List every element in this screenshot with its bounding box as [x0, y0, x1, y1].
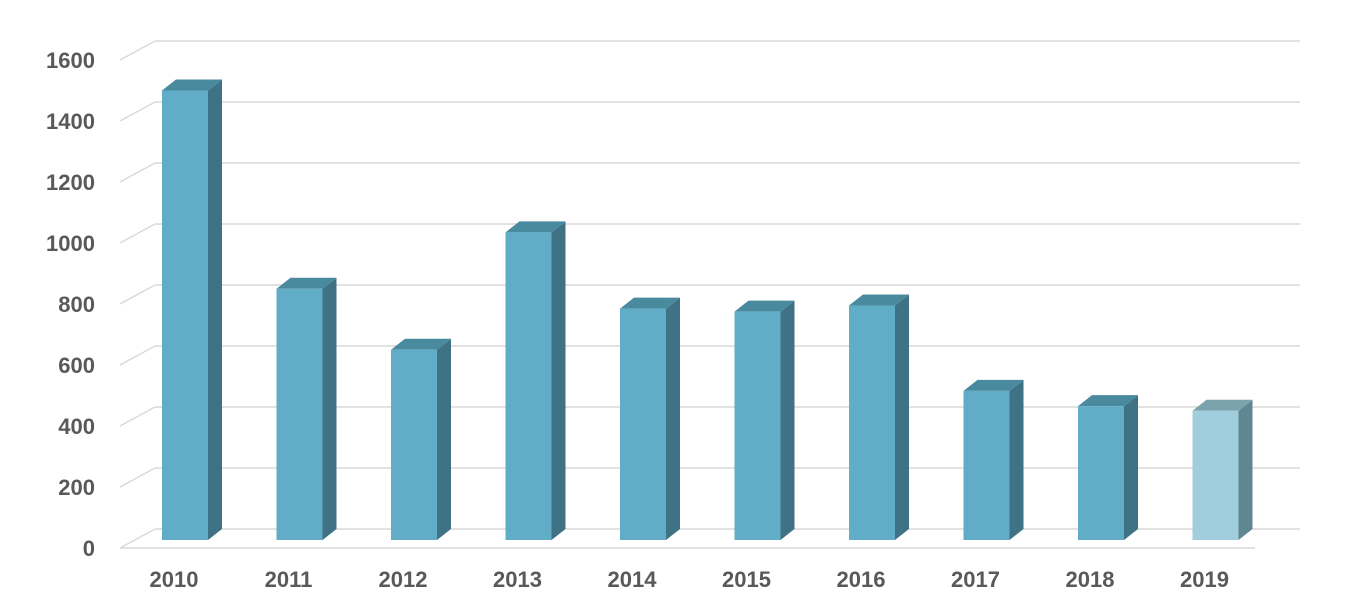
gridline — [119, 345, 1300, 366]
bar-top — [505, 221, 566, 233]
bar-side — [666, 297, 680, 540]
bar-2013 — [505, 221, 566, 540]
y-tick-label: 0 — [83, 536, 95, 561]
gridline — [119, 284, 1300, 305]
bar-front — [1192, 410, 1239, 540]
bar-2012 — [391, 338, 451, 540]
y-tick-label: 600 — [58, 353, 95, 378]
gridlines — [119, 40, 1300, 549]
bar-2014 — [620, 297, 680, 540]
x-tick-label: 2013 — [493, 567, 542, 592]
x-tick-label: 2018 — [1066, 567, 1115, 592]
y-tick-label: 200 — [58, 475, 95, 500]
y-tick-label: 1600 — [46, 48, 95, 73]
x-tick-label: 2012 — [379, 567, 428, 592]
x-tick-label: 2010 — [150, 567, 199, 592]
x-tick-label: 2011 — [265, 567, 313, 592]
bar-top — [276, 277, 337, 289]
bar-side — [208, 79, 222, 540]
gridline — [119, 162, 1300, 183]
x-tick-label: 2019 — [1180, 567, 1229, 592]
bar-side — [1009, 379, 1024, 540]
y-tick-label: 1000 — [46, 231, 95, 256]
bar-2011 — [276, 277, 337, 540]
bar-front — [620, 308, 666, 540]
y-tick-label: 1400 — [46, 109, 95, 134]
y-tick-label: 400 — [58, 414, 95, 439]
bar-front — [505, 232, 552, 540]
bar-top — [391, 338, 451, 350]
gridline — [119, 40, 1300, 61]
bar-top — [734, 300, 795, 312]
x-tick-label: 2017 — [951, 567, 1000, 592]
bar-side — [895, 294, 909, 540]
y-tick-label: 800 — [58, 292, 95, 317]
bar-front — [734, 311, 781, 540]
x-axis-tick-labels: 2010 2011 2012 2013 2014 2015 2016 2017 2018 2019 — [150, 567, 1229, 592]
bars — [162, 79, 1253, 540]
bar-top — [963, 379, 1024, 391]
gridline — [119, 223, 1300, 244]
bar-front — [391, 349, 437, 540]
bar-front — [162, 90, 208, 540]
x-tick-label: 2015 — [722, 567, 771, 592]
bar-side — [437, 338, 451, 540]
bar-front — [963, 390, 1010, 540]
y-axis-tick-labels: 0 200 400 600 800 1000 1200 1400 1600 — [46, 48, 95, 561]
bar-top — [620, 297, 680, 309]
y-tick-label: 1200 — [46, 170, 95, 195]
bar-2015 — [734, 300, 795, 540]
bar-front — [276, 288, 323, 540]
bar-side — [322, 277, 337, 540]
bar-2019 — [1192, 399, 1253, 540]
bar-top — [1192, 399, 1253, 411]
bar-2017 — [963, 379, 1024, 540]
x-tick-label: 2014 — [608, 567, 658, 592]
bar-side — [551, 221, 566, 540]
bar-top — [849, 294, 909, 306]
bar-side — [1238, 399, 1253, 540]
gridline — [119, 101, 1300, 122]
bar-side — [1124, 395, 1138, 540]
x-tick-label: 2016 — [837, 567, 886, 592]
bar-side — [780, 300, 795, 540]
bar-front — [849, 305, 895, 540]
bar-top — [162, 79, 222, 91]
bar-2018 — [1078, 395, 1138, 540]
bar-front — [1078, 406, 1124, 540]
bar-2010 — [162, 79, 222, 540]
bar-2016 — [849, 294, 909, 540]
bar-top — [1078, 395, 1138, 407]
